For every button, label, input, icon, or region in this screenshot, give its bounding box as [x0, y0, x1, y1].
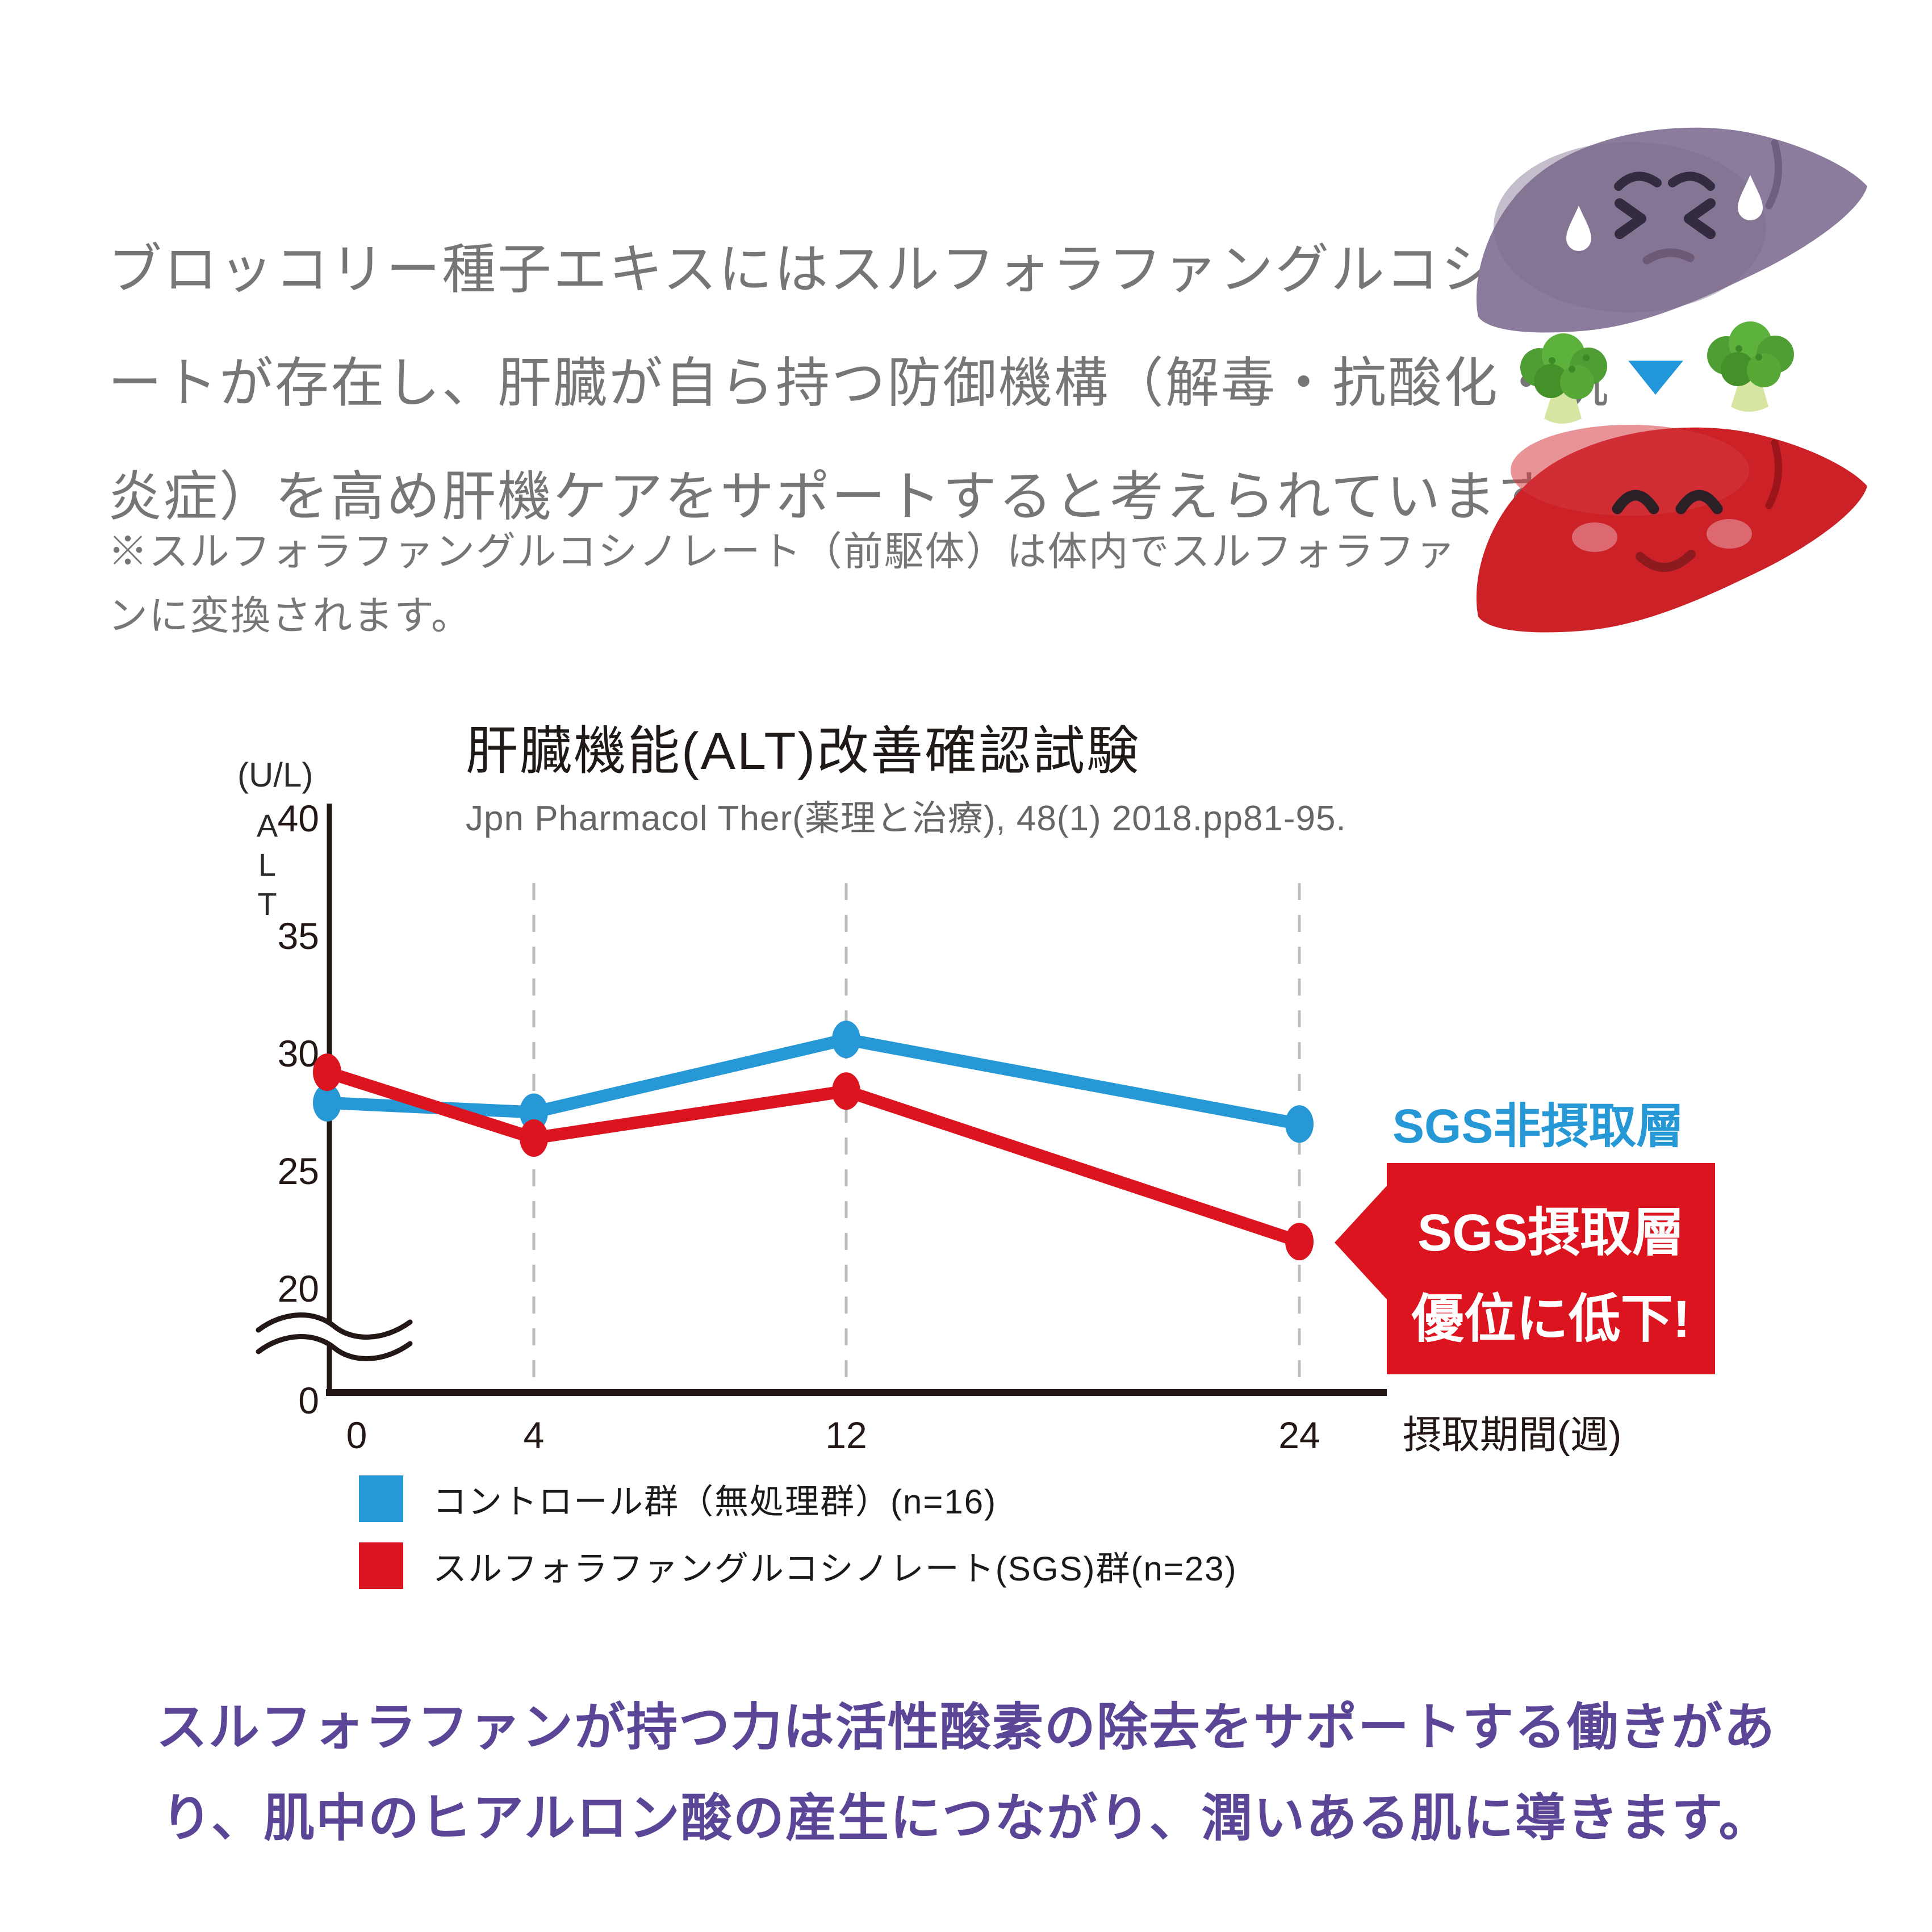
alt-line-chart: 40 35 30 25 20 00 4 12 24 摂取期間(週) SGS非摂取層 SGS摂取層優位に… — [256, 797, 1715, 1457]
chart-legend: コントロール群（無処理群）(n=16) スルフォラファングルコシノレート(SGS… — [359, 1475, 1237, 1589]
x-tick-label: 0 — [346, 1414, 367, 1456]
broccoli-dot — [1755, 354, 1762, 361]
intro-line-2: ートが存在し、肝臓が自ら持つ防御機構（解毒・抗酸化・抗 — [108, 353, 1611, 413]
scrunched-eye-left — [1615, 198, 1646, 239]
y-tick-label: 40 — [278, 797, 319, 839]
legend-label-control: コントロール群（無処理群）(n=16) — [433, 1482, 997, 1521]
footer-text: スルフォラファンが持つ力は活性酸素の除去をサポートする働きがあ り、肌中のヒアル… — [0, 1682, 1932, 1864]
note-line-2: ンに変換されます。 — [108, 593, 472, 638]
broccoli-dot — [1549, 357, 1555, 364]
axis-break-upper — [256, 1312, 413, 1340]
legend-swatch-sgs — [359, 1542, 403, 1589]
broccoli-icon — [1707, 321, 1794, 412]
sweat-drop-right — [1738, 175, 1763, 220]
control-data-point-week-0 — [313, 1084, 341, 1122]
x-tick-label: 12 — [825, 1414, 867, 1456]
broccoli-floret — [1721, 352, 1755, 386]
broccoli-floret — [1560, 365, 1594, 399]
x-tick-label: 24 — [1278, 1414, 1320, 1456]
legend-item-control: コントロール群（無処理群）(n=16) — [359, 1475, 1237, 1522]
callout-box — [1387, 1163, 1715, 1374]
y-axis-unit: (U/L) — [237, 756, 313, 794]
sick-liver-body — [1476, 127, 1867, 333]
blush-left — [1572, 522, 1617, 552]
liver-illustration — [1476, 127, 1867, 633]
callout-line-1: SGS摂取層 — [1417, 1204, 1684, 1262]
control-data-point-week-12 — [832, 1021, 860, 1059]
sad-eyebrow-right — [1668, 172, 1715, 191]
blush-right — [1707, 519, 1752, 549]
sgs-series-line — [321, 1066, 1306, 1248]
happy-eye-right — [1675, 490, 1723, 515]
intro-line-3: 炎症）を高め肝機ケアをサポートすると考えられています。 — [108, 467, 1604, 527]
footer-line-1: スルフォラファンが持つ力は活性酸素の除去をサポートする働きがあ — [156, 1699, 1776, 1756]
intro-paragraph: ブロッコリー種子エキスにはスルフォラファングルコシノレ ートが存在し、肝臓が自ら… — [108, 213, 1611, 554]
note-paragraph: ※スルフォラファングルコシノレート（前駆体）は体内でスルフォラファ ンに変換され… — [108, 520, 1457, 648]
broccoli-dot — [1569, 366, 1575, 373]
broccoli-floret — [1534, 364, 1568, 398]
footer-line-2: り、肌中のヒアルロン酸の産生につながり、潤いある肌に導きます。 — [161, 1790, 1771, 1847]
sweat-drop-left — [1566, 206, 1591, 251]
liver-crease — [1765, 139, 1783, 210]
broccoli-floret — [1747, 353, 1781, 387]
note-line-1: ※スルフォラファングルコシノレート（前駆体）は体内でスルフォラファ — [108, 529, 1457, 574]
broccoli-icon — [1520, 333, 1607, 424]
x-tick-label: 4 — [524, 1414, 545, 1456]
sad-eyebrow-left — [1614, 172, 1662, 191]
callout-arrow — [1335, 1186, 1387, 1299]
healthy-liver-icon — [1476, 425, 1867, 633]
y-tick-label: 25 — [278, 1150, 319, 1192]
control-data-point-week-4 — [520, 1093, 548, 1131]
smile-mouth — [1636, 550, 1696, 572]
origin-label: 0 — [298, 1379, 319, 1421]
chart-title: 肝臓機能(ALT)改善確認試験 — [466, 722, 1141, 780]
axis-break-mask — [258, 1315, 410, 1359]
sgs-data-point-week-12 — [832, 1072, 860, 1110]
y-tick-label: 35 — [278, 915, 319, 957]
sgs-data-point-week-4 — [520, 1119, 548, 1157]
chart-subtitle: Jpn Pharmacol Ther(薬理と治療), 48(1) 2018.pp… — [466, 799, 1346, 838]
scrunched-eye-right — [1684, 198, 1716, 239]
legend-label-sgs: スルフォラファングルコシノレート(SGS)群(n=23) — [433, 1549, 1237, 1588]
sick-liver-icon — [1476, 127, 1867, 333]
broccoli-dot — [1736, 345, 1742, 352]
callout-line-2: 優位に低下! — [1411, 1290, 1691, 1348]
liver-crease — [1765, 439, 1783, 509]
intro-line-1: ブロッコリー種子エキスにはスルフォラファングルコシノレ — [108, 240, 1608, 300]
sgs-data-point-week-0 — [313, 1053, 341, 1092]
y-axis-label: ALT — [249, 808, 285, 925]
axis-break-lower — [256, 1334, 413, 1361]
sad-mouth — [1642, 248, 1695, 265]
legend-swatch-control — [359, 1475, 403, 1522]
y-tick-label: 30 — [278, 1032, 319, 1074]
control-series-label: SGS非摂取層 — [1392, 1099, 1684, 1153]
control-data-point-week-24 — [1285, 1105, 1314, 1143]
y-tick-label: 20 — [278, 1268, 319, 1310]
happy-eye-left — [1612, 490, 1659, 515]
legend-item-sgs: スルフォラファングルコシノレート(SGS)群(n=23) — [359, 1542, 1237, 1589]
broccoli-dot — [1583, 354, 1590, 361]
sgs-data-point-week-24 — [1285, 1223, 1314, 1261]
control-series-line — [321, 1033, 1306, 1131]
down-arrow-icon — [1628, 361, 1683, 395]
x-axis-title: 摂取期間(週) — [1403, 1414, 1621, 1457]
